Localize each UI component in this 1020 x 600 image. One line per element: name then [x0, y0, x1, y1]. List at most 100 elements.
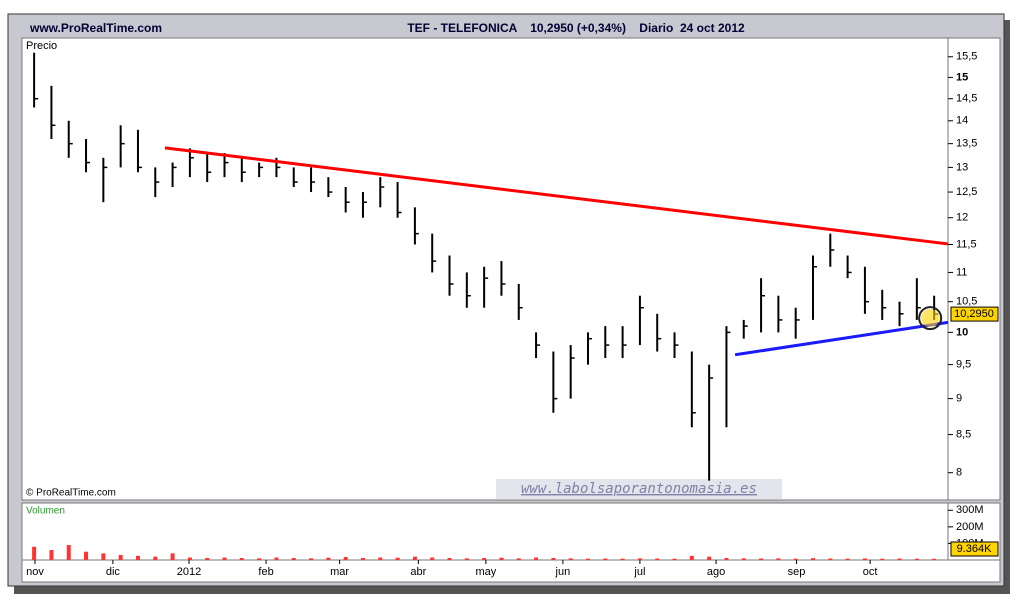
volume-bar — [724, 558, 729, 560]
y-tick-label: 15 — [956, 71, 968, 83]
volume-bar — [759, 558, 764, 560]
y-tick-label: 13,5 — [956, 138, 977, 150]
volume-bar — [534, 557, 539, 560]
volume-bar — [49, 550, 54, 560]
volume-bar — [482, 558, 487, 560]
x-tick-label: sep — [788, 566, 806, 578]
volume-bar — [430, 557, 435, 560]
volume-bar — [239, 558, 244, 560]
x-tick-label: feb — [258, 566, 273, 578]
volume-bar — [291, 558, 296, 560]
volume-bar — [135, 555, 140, 560]
copyright: © ProRealTime.com — [26, 488, 116, 499]
volume-bar — [828, 558, 833, 560]
volume-bar — [689, 555, 694, 560]
last-price-marker — [918, 306, 943, 331]
volume-bar — [707, 556, 712, 560]
x-tick-label: 2012 — [177, 566, 201, 578]
volume-bar — [810, 558, 815, 560]
x-tick-label: oct — [863, 566, 878, 578]
x-tick-label: ago — [707, 566, 725, 578]
volume-bar — [187, 557, 192, 560]
volume-bar — [257, 558, 262, 560]
volume-bar — [880, 558, 885, 560]
y-tick-label: 12,5 — [956, 186, 977, 198]
volume-bar — [741, 558, 746, 560]
volume-bar — [620, 558, 625, 560]
volume-bar — [897, 558, 902, 560]
y-tick-label: 13 — [956, 161, 968, 173]
volume-tick-label: 300M — [956, 504, 984, 516]
y-tick-label: 9,5 — [956, 359, 971, 371]
volume-bar — [326, 557, 331, 560]
volume-bar — [585, 558, 590, 560]
y-tick-label: 11,5 — [956, 238, 977, 250]
volume-bar — [603, 558, 608, 560]
volume-panel — [21, 502, 949, 561]
y-tick-label: 12 — [956, 212, 968, 224]
site: www.ProRealTime.com — [29, 21, 162, 35]
volume-bar — [84, 551, 89, 560]
volume-bar — [447, 558, 452, 560]
y-tick-label: 15,5 — [956, 51, 977, 63]
volume-bar — [672, 558, 677, 560]
volume-bar — [862, 558, 867, 560]
x-tick-label: jun — [555, 566, 571, 578]
volume-bar — [153, 556, 158, 560]
volume-bar — [464, 558, 469, 560]
volume-bar — [516, 558, 521, 560]
volume-bar — [655, 558, 660, 560]
y-tick-label: 14,5 — [956, 93, 977, 105]
x-tick-label: nov — [26, 566, 44, 578]
volume-bar — [205, 558, 210, 560]
chart-title: TEF - TELEFONICA 10,2950 (+0,34%) Diario… — [407, 21, 745, 35]
trendline — [734, 320, 949, 357]
x-tick-label: mar — [330, 566, 349, 578]
price-axis — [947, 37, 1001, 501]
volume-bar — [499, 557, 504, 560]
last-price-marker-fill — [921, 309, 940, 328]
volume-bar — [222, 557, 227, 560]
volume-bar — [551, 558, 556, 560]
time-axis — [21, 559, 1001, 583]
volume-bar — [776, 558, 781, 560]
volume-bar — [360, 558, 365, 560]
volume-bar — [32, 546, 37, 560]
x-tick-label: dic — [106, 566, 121, 578]
y-tick-label: 11 — [956, 266, 967, 278]
watermark: www.labolsaporantonomasia.es — [521, 481, 757, 497]
y-tick-label: 9 — [956, 393, 962, 405]
volume-bar — [568, 558, 573, 560]
volume-bar — [412, 556, 417, 560]
x-tick-label: abr — [410, 566, 426, 578]
y-tick-label: 14 — [956, 115, 968, 127]
volume-bar — [793, 558, 798, 560]
volume-bar — [274, 557, 279, 560]
y-tick-label: 10,5 — [956, 296, 977, 308]
volume-bar — [309, 558, 314, 560]
volume-bar — [118, 555, 123, 560]
volume-last-box — [950, 541, 999, 557]
trendline — [164, 146, 949, 246]
y-tick-label: 8 — [956, 467, 962, 479]
volume-bar — [170, 553, 175, 560]
volume-bar — [101, 553, 106, 560]
y-tick-label: 10 — [956, 326, 968, 338]
volume-bar — [395, 557, 400, 560]
volume-bar — [343, 557, 348, 560]
volume-last-label: 9.364K — [957, 543, 993, 555]
y-tick-label: 8,5 — [956, 428, 971, 440]
last-price-box — [950, 306, 999, 322]
volume-label: Volumen — [26, 506, 65, 517]
volume-bar — [637, 558, 642, 560]
x-tick-label: may — [475, 566, 496, 578]
volume-bar — [932, 558, 937, 560]
x-tick-label: jul — [633, 566, 645, 578]
watermark-bg — [496, 479, 782, 499]
volume-bar — [845, 558, 850, 560]
volume-bar — [66, 545, 71, 560]
volume-tick-label: 200M — [956, 521, 984, 533]
volume-bar — [914, 558, 919, 560]
price-label: Precio — [26, 40, 57, 52]
